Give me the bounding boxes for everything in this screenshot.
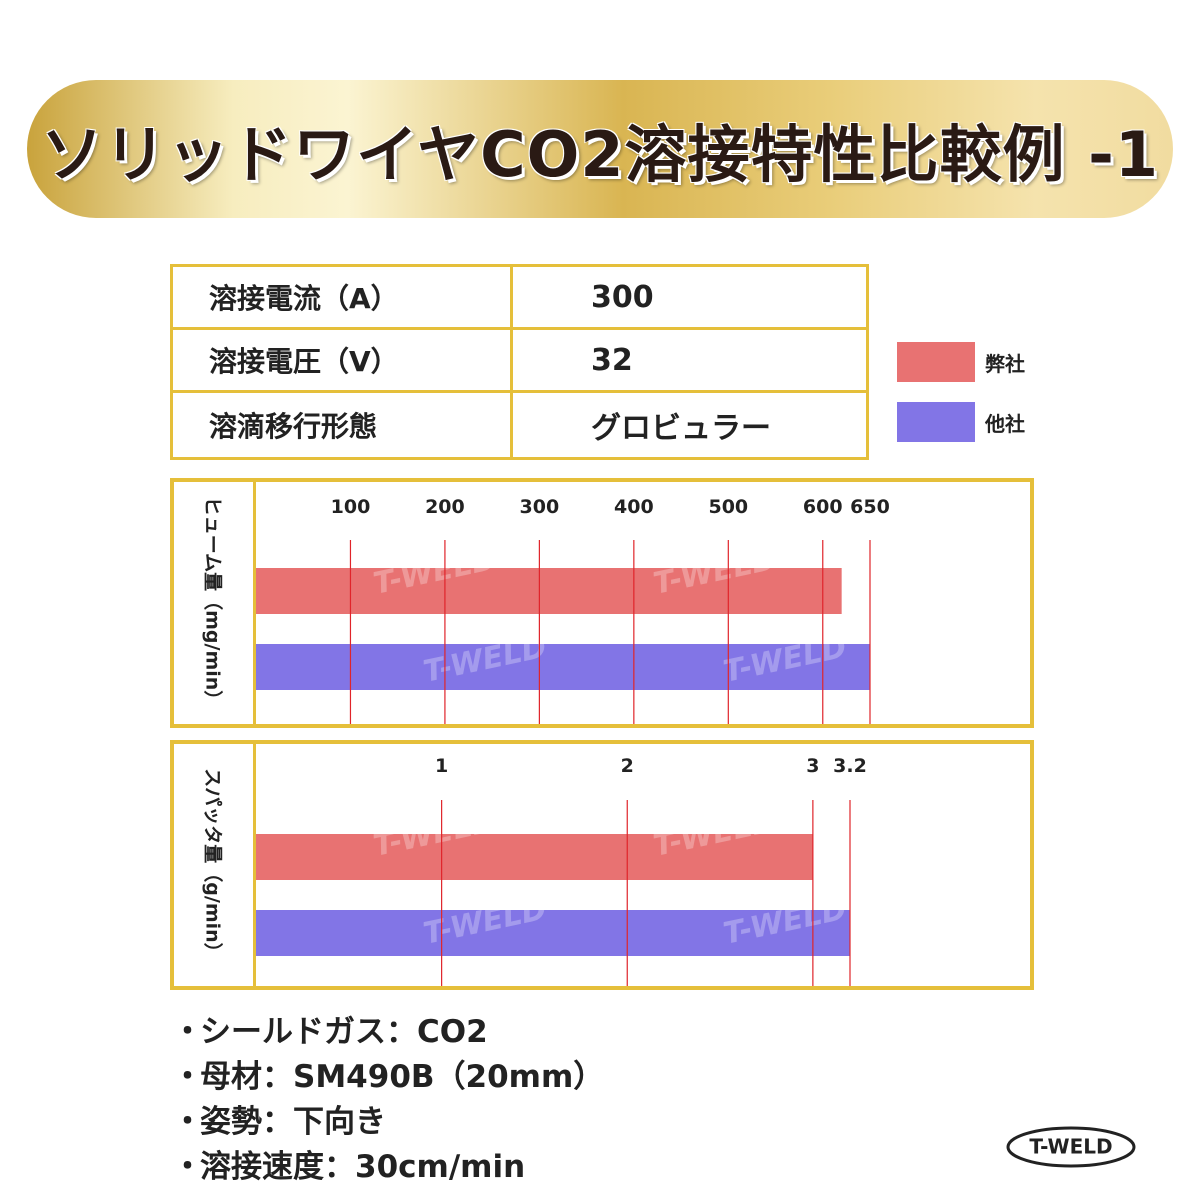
chart-legend: 弊社 他社 <box>897 342 1025 462</box>
spatter-bar-others <box>256 910 850 956</box>
t-weld-logo: T-WELD <box>1006 1126 1136 1168</box>
fume-tick-label: 400 <box>614 496 654 518</box>
note-shield-gas: ・シールドガス：CO2 <box>172 1010 604 1055</box>
legend-label-others: 他社 <box>985 411 1025 436</box>
fume-tick-label: 500 <box>708 496 748 518</box>
condition-row-transfer: 溶滴移行形態 グロビュラー <box>173 393 866 457</box>
note-text: 姿勢：下向き <box>200 1104 386 1140</box>
condition-value: グロビュラー <box>591 411 771 446</box>
condition-value: 300 <box>591 279 654 315</box>
condition-row-current: 溶接電流（A） 300 <box>173 267 866 330</box>
spatter-axis-label-box: スパッタ量（g/min） <box>174 744 256 986</box>
spatter-bar-ours <box>256 834 813 880</box>
fume-bar-ours <box>256 568 842 614</box>
note-bullet: ・ <box>172 1149 203 1185</box>
spatter-tick-label: 3 <box>806 755 819 777</box>
legend-item-others: 他社 <box>897 402 1025 442</box>
fume-tick-label: 200 <box>425 496 465 518</box>
title-banner: ソリッドワイヤCO2溶接特性比較例 -1 <box>27 80 1173 218</box>
spatter-tick-label: 1 <box>435 755 448 777</box>
condition-label: 溶接電流（A） <box>173 267 513 327</box>
page-title: ソリッドワイヤCO2溶接特性比較例 -1 <box>41 118 1159 191</box>
condition-label: 溶接電圧（V） <box>173 330 513 390</box>
condition-row-voltage: 溶接電圧（V） 32 <box>173 330 866 393</box>
spatter-tick-label: 2 <box>621 755 634 777</box>
fume-chart-panel: ヒューム量（mg/min） T-WELD T-WELD T-WELD T-WELD 10… <box>170 478 1034 728</box>
note-bullet: ・ <box>172 1059 203 1095</box>
note-base-metal: ・母材：SM490B（20mm） <box>172 1055 604 1100</box>
fume-tick-label: 100 <box>331 496 371 518</box>
note-text: 溶接速度：30cm/min <box>200 1149 526 1185</box>
fume-tick-label: 300 <box>520 496 560 518</box>
condition-label: 溶滴移行形態 <box>173 393 513 457</box>
note-bullet: ・ <box>172 1014 203 1050</box>
note-bullet: ・ <box>172 1104 203 1140</box>
note-position: ・姿勢：下向き <box>172 1100 604 1145</box>
legend-label-ours: 弊社 <box>985 351 1025 376</box>
spatter-chart-panel: スパッタ量（g/min） T-WELD T-WELD T-WELD T-WELD 1 2 3… <box>170 740 1034 990</box>
fume-axis-label-box: ヒューム量（mg/min） <box>174 482 256 724</box>
legend-item-ours: 弊社 <box>897 342 1025 382</box>
note-speed: ・溶接速度：30cm/min <box>172 1145 604 1190</box>
fume-tick-label: 600 <box>803 496 843 518</box>
condition-value: 32 <box>591 342 633 378</box>
fume-axis-label: ヒューム量（mg/min） <box>201 496 223 710</box>
fume-bar-others <box>256 644 870 690</box>
welding-notes: ・シールドガス：CO2 ・母材：SM490B（20mm） ・姿勢：下向き ・溶接… <box>172 1010 604 1190</box>
note-text: 母材：SM490B（20mm） <box>200 1059 605 1095</box>
spatter-tick-label: 3.2 <box>833 755 867 777</box>
note-text: シールドガス：CO2 <box>200 1014 488 1050</box>
fume-tick-label: 650 <box>850 496 890 518</box>
fume-plot-area: T-WELD T-WELD T-WELD T-WELD 100 200 300 400 500 6… <box>256 482 1030 724</box>
legend-swatch-ours <box>897 342 975 382</box>
logo-text: T-WELD <box>1029 1135 1112 1159</box>
spatter-axis-label: スパッタ量（g/min） <box>201 768 223 962</box>
conditions-table: 溶接電流（A） 300 溶接電圧（V） 32 溶滴移行形態 グロビュラー <box>170 264 869 460</box>
spatter-plot-area: T-WELD T-WELD T-WELD T-WELD 1 2 3 3.2 <box>256 744 1030 986</box>
legend-swatch-others <box>897 402 975 442</box>
